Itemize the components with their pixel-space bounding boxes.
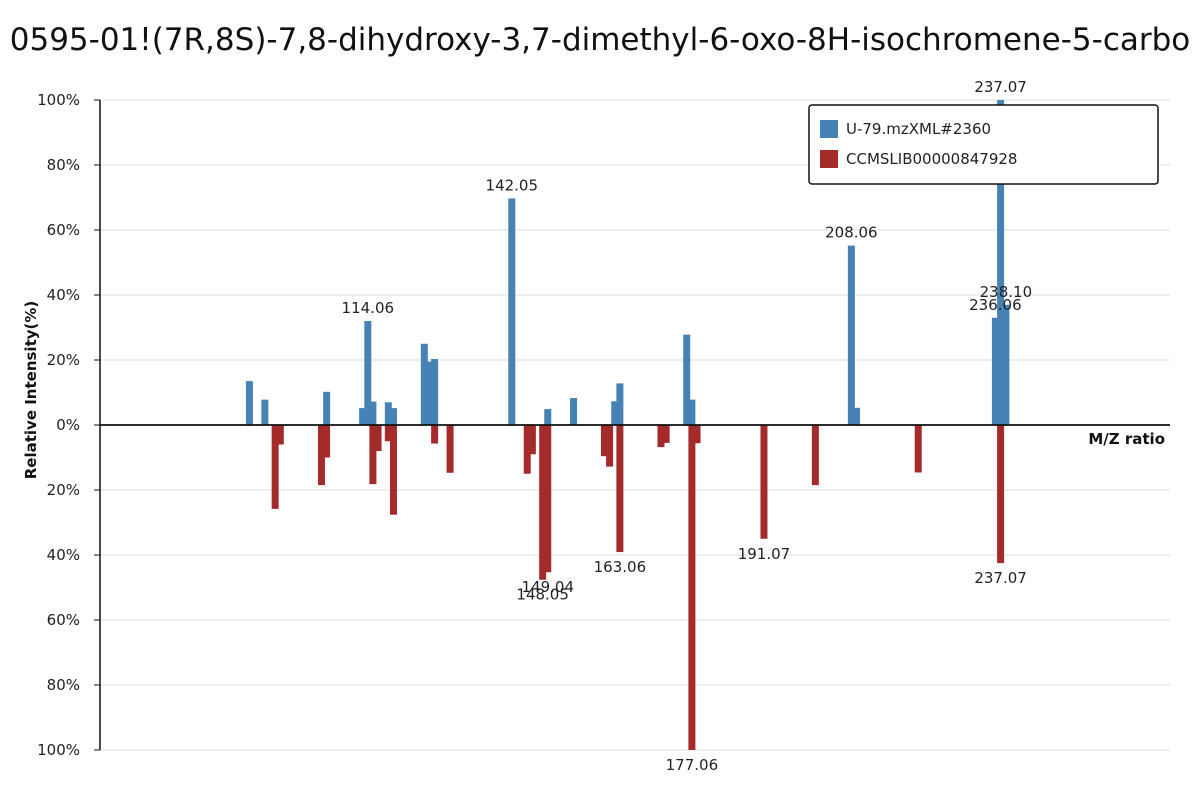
peak-bar-top <box>261 399 269 425</box>
peak-bar-bottom <box>760 425 768 539</box>
peak-bar-bottom <box>914 425 922 473</box>
y-tick-label: 100% <box>37 741 80 759</box>
y-tick-labels: 100% 80% 60% 40% 20% 0% 20% 40% 60% 80% 100% <box>37 91 100 759</box>
peak-bar-bottom <box>657 425 665 448</box>
peak-bar-top <box>616 383 624 425</box>
peak-bar-bottom <box>523 425 531 474</box>
peak-bar-top <box>508 198 516 425</box>
peak-label: 208.06 <box>825 224 878 242</box>
y-tick-label: 40% <box>47 286 80 304</box>
y-tick-label: 40% <box>47 546 80 564</box>
peak-label: 236.06 <box>969 296 1022 314</box>
y-tick-label: 0% <box>56 416 80 434</box>
peak-label: 237.07 <box>974 78 1027 96</box>
peak-bar-bottom <box>431 425 439 444</box>
peak-bar-top <box>544 409 552 425</box>
y-tick-label: 20% <box>47 351 80 369</box>
chart-title: 0595-01!(7R,8S)-7,8-dihydroxy-3,7-dimeth… <box>9 22 1191 58</box>
peak-bar-bottom <box>317 425 325 486</box>
legend-box <box>808 104 1159 185</box>
peak-label: 148.05 <box>516 586 569 604</box>
peak-bar-bottom <box>693 425 701 444</box>
peak-bar-bottom <box>389 425 397 515</box>
peak-label: 237.07 <box>974 569 1027 587</box>
legend-swatch-top <box>820 120 838 138</box>
y-tick-label: 100% <box>37 91 80 109</box>
peak-bar-bottom <box>606 425 614 467</box>
peak-bar-bottom <box>544 425 552 573</box>
peak-bar-bottom <box>539 425 547 580</box>
peak-bar-bottom <box>384 425 392 442</box>
peak-bar-bottom <box>374 425 382 451</box>
peak-bar-bottom <box>323 425 331 458</box>
peak-bar-top <box>323 391 331 425</box>
peak-bar-bottom <box>271 425 279 509</box>
peak-bar-bottom <box>446 425 454 473</box>
peak-bar-bottom <box>688 425 696 750</box>
peak-bar-top <box>420 343 428 425</box>
peak-bar-top <box>359 408 367 425</box>
y-axis-label: Relative Intensity(%) <box>22 301 40 480</box>
peak-bar-top <box>389 408 397 425</box>
legend-entry-bottom: CCMSLIB00000847928 <box>846 150 1017 168</box>
peak-label: 142.05 <box>486 176 539 194</box>
y-tick-label: 60% <box>47 221 80 239</box>
x-axis-label: M/Z ratio <box>1088 430 1165 448</box>
peak-bar-top <box>431 359 439 425</box>
peak-bar-top <box>997 100 1005 425</box>
peak-label: 163.06 <box>594 558 647 576</box>
peak-bar-bottom <box>616 425 624 553</box>
peak-bar-top <box>847 245 855 425</box>
peak-label: 177.06 <box>666 756 719 774</box>
peak-bar-bottom <box>528 425 536 455</box>
peak-label: 191.07 <box>738 545 791 563</box>
legend: U-79.mzXML#2360 CCMSLIB00000847928 <box>808 104 1159 185</box>
peak-label: 149.04 <box>522 578 575 596</box>
y-tick-label: 60% <box>47 611 80 629</box>
gridlines <box>100 99 1170 751</box>
peak-bar-top <box>384 402 392 425</box>
peak-labels: 114.06 142.05 208.06 236.06 237.07 238.10 148.… <box>342 78 1033 774</box>
peak-bar-bottom <box>369 425 377 485</box>
peak-bar-bottom <box>811 425 819 486</box>
peak-bar-top <box>611 401 619 425</box>
peak-bars <box>245 100 1010 750</box>
y-tick-label: 80% <box>47 676 80 694</box>
peak-bar-top <box>1002 304 1010 425</box>
peak-bar-top <box>245 381 253 425</box>
peak-bar-top <box>683 334 691 425</box>
peak-bar-top <box>688 399 696 425</box>
peak-bar-top <box>369 401 377 425</box>
peak-bar-top <box>425 361 433 425</box>
peak-bar-top <box>364 321 372 425</box>
axes <box>99 100 1170 750</box>
peak-label: 114.06 <box>342 299 395 317</box>
peak-bar-bottom <box>600 425 608 457</box>
y-tick-label: 80% <box>47 156 80 174</box>
legend-swatch-bottom <box>820 150 838 168</box>
y-tick-label: 20% <box>47 481 80 499</box>
peak-bar-bottom <box>662 425 670 443</box>
peak-bar-top <box>991 317 999 425</box>
peak-bar-top <box>853 407 861 425</box>
peak-label: 238.10 <box>980 283 1033 301</box>
legend-entry-top: U-79.mzXML#2360 <box>846 120 991 138</box>
peak-bar-top <box>570 398 578 425</box>
peak-bar-bottom <box>276 425 284 445</box>
peak-bar-bottom <box>997 425 1005 564</box>
